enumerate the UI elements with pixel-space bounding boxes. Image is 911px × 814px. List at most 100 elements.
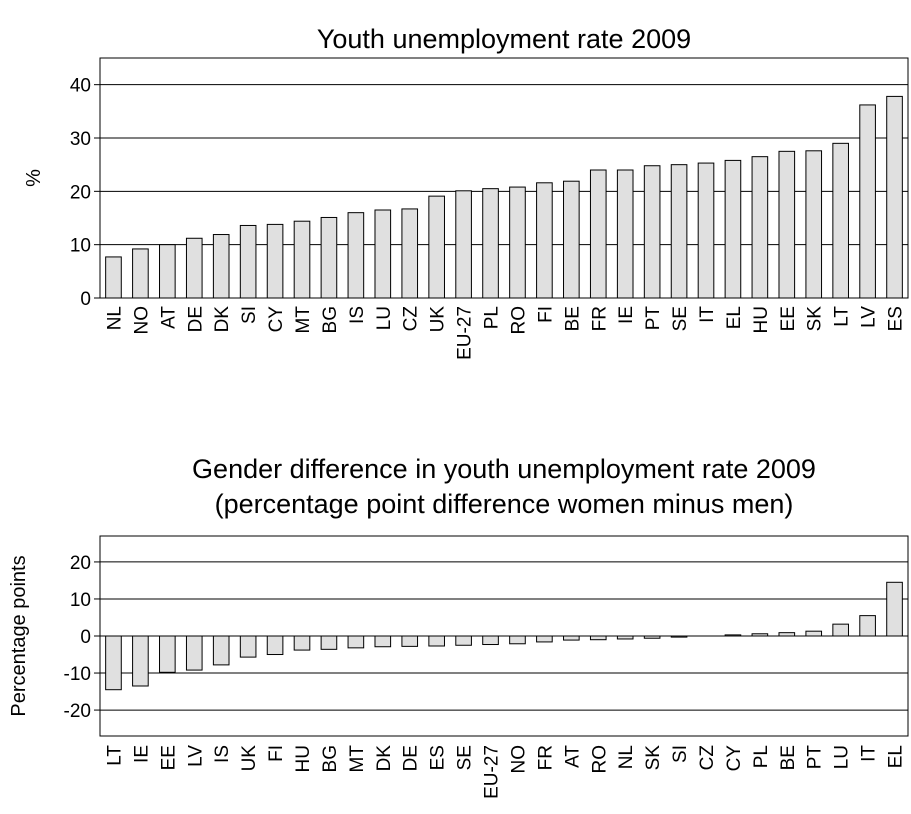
x-tick-label: ES [428, 745, 449, 770]
bar [536, 182, 553, 299]
bar [293, 220, 311, 299]
x-tick-label: NL [616, 745, 637, 769]
bar [212, 234, 230, 299]
x-tick-label: EL [886, 745, 907, 768]
bar [724, 159, 742, 299]
x-tick-label: EU-27 [455, 306, 476, 360]
x-tick-label: FI [535, 306, 556, 323]
youth-unemployment-chart: Youth unemployment rate 2009% 0 10 20 30 40 NL… [23, 24, 909, 360]
gender-difference-chart: Gender difference in youth unemployment … [8, 454, 909, 799]
bar [643, 165, 661, 299]
bar [589, 635, 607, 641]
bar [105, 256, 122, 299]
bar [482, 635, 499, 646]
bar [886, 581, 903, 637]
plot-frame [99, 57, 909, 299]
bar [185, 237, 203, 299]
y-tick-label: 20 [70, 182, 91, 203]
bar [832, 142, 849, 299]
x-tick-label: LT [832, 306, 853, 327]
bar [401, 208, 419, 299]
x-tick-label: SI [239, 306, 260, 324]
x-tick-label: MT [347, 745, 368, 773]
bar [428, 635, 445, 647]
x-tick-label: LU [374, 306, 395, 330]
bar [778, 632, 796, 637]
bar [374, 635, 392, 648]
x-tick-label: UK [239, 745, 260, 772]
chart-title: Youth unemployment rate 2009 [317, 24, 691, 54]
bar [401, 635, 419, 647]
y-tick-label: 30 [70, 129, 91, 150]
chart-title: (percentage point difference women minus… [215, 489, 794, 519]
bar [239, 224, 257, 299]
bar [832, 623, 849, 637]
x-tick-label: SK [643, 745, 664, 771]
bar [455, 635, 472, 646]
x-tick-label: AT [562, 745, 583, 768]
x-tick-label: LT [104, 745, 125, 766]
bar [563, 180, 580, 299]
x-tick-label: CY [724, 745, 745, 772]
x-tick-label: FI [266, 745, 287, 762]
bar [132, 248, 149, 299]
x-tick-label: NO [508, 745, 529, 774]
x-tick-label: RO [508, 306, 529, 335]
bar [482, 188, 499, 299]
bar [589, 169, 607, 299]
bar [778, 150, 796, 299]
x-tick-label: IE [616, 306, 637, 324]
x-tick-label: DE [401, 745, 422, 771]
bar [347, 212, 365, 299]
bar [751, 633, 769, 637]
y-tick-label: 40 [70, 76, 91, 97]
bar [859, 104, 876, 299]
x-tick-label: LU [832, 745, 853, 769]
x-tick-label: BE [778, 745, 799, 770]
bar [428, 195, 445, 299]
x-tick-label: BG [320, 306, 341, 333]
bar [670, 164, 688, 299]
bar [805, 150, 823, 299]
bar [132, 635, 149, 687]
x-tick-label: CY [266, 306, 287, 333]
x-tick-label: PT [805, 745, 826, 770]
x-tick-label: IS [347, 306, 368, 324]
bar [563, 635, 580, 641]
y-axis-label: % [23, 169, 45, 187]
x-tick-label: FR [535, 745, 556, 770]
x-tick-label: IS [212, 745, 233, 763]
bar [320, 635, 338, 650]
bar [374, 209, 392, 299]
x-tick-label: EU-27 [482, 745, 503, 799]
x-tick-label: BG [320, 745, 341, 772]
bar [643, 635, 661, 639]
bar [536, 635, 553, 643]
bar [455, 190, 472, 299]
y-tick-label: -10 [64, 664, 91, 685]
x-tick-label: SK [805, 306, 826, 332]
y-tick-label: 10 [70, 236, 91, 257]
x-tick-label: DE [185, 306, 206, 332]
x-tick-label: PT [643, 306, 664, 331]
x-tick-label: UK [428, 306, 449, 333]
bar [266, 635, 284, 656]
x-tick-label: MT [293, 306, 314, 334]
bar [509, 635, 526, 645]
bar [266, 223, 284, 299]
bar [159, 635, 176, 673]
bar [751, 156, 769, 299]
bar [805, 630, 823, 637]
y-tick-label: 0 [80, 289, 91, 310]
bar [509, 186, 526, 299]
x-tick-label: ES [886, 306, 907, 331]
x-tick-label: DK [212, 306, 233, 333]
bar [616, 169, 634, 299]
y-tick-label: -20 [64, 701, 91, 722]
x-tick-label: FR [589, 306, 610, 331]
bar [886, 95, 903, 299]
y-axis-label: Percentage points [8, 555, 30, 716]
x-tick-label: SE [670, 306, 691, 331]
bar [347, 635, 365, 649]
